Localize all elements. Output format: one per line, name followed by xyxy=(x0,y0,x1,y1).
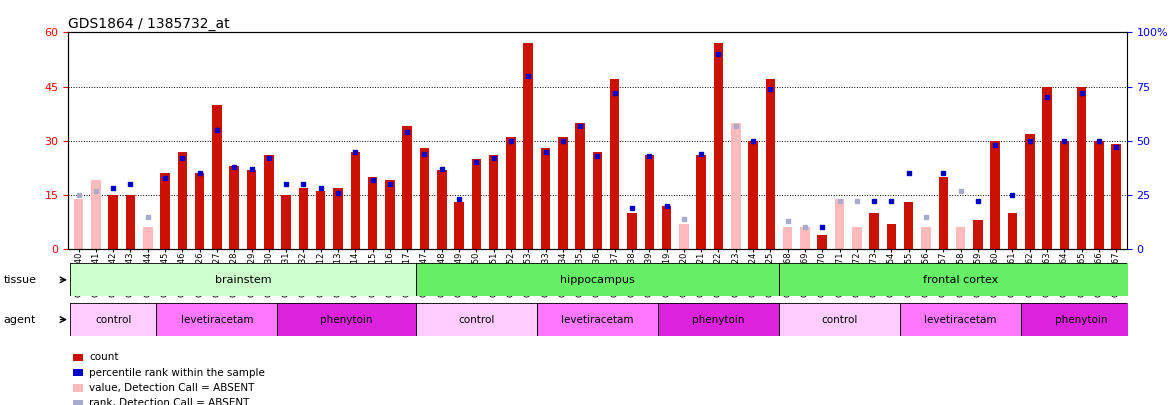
Bar xyxy=(973,220,983,249)
Bar xyxy=(696,155,706,249)
Bar xyxy=(921,228,930,249)
Bar xyxy=(1060,141,1069,249)
Text: levetiracetam: levetiracetam xyxy=(924,315,997,324)
Bar xyxy=(472,159,481,249)
Bar xyxy=(299,188,308,249)
Text: hippocampus: hippocampus xyxy=(560,275,635,285)
Bar xyxy=(333,188,342,249)
Text: frontal cortex: frontal cortex xyxy=(923,275,998,285)
Bar xyxy=(990,141,1000,249)
Bar xyxy=(420,148,429,249)
Text: count: count xyxy=(89,352,119,362)
Bar xyxy=(265,155,274,249)
Bar xyxy=(956,228,965,249)
Bar xyxy=(1008,213,1017,249)
Text: levetiracetam: levetiracetam xyxy=(181,315,253,324)
Text: percentile rank within the sample: percentile rank within the sample xyxy=(89,368,266,377)
Text: rank, Detection Call = ABSENT: rank, Detection Call = ABSENT xyxy=(89,399,249,405)
Bar xyxy=(368,177,377,249)
Bar xyxy=(74,198,83,249)
Bar xyxy=(108,195,118,249)
Bar xyxy=(126,195,135,249)
Text: brainstem: brainstem xyxy=(214,275,272,285)
Bar xyxy=(91,181,101,249)
Bar xyxy=(437,170,447,249)
Bar xyxy=(766,79,775,249)
Bar xyxy=(385,181,395,249)
Bar xyxy=(644,155,654,249)
Bar xyxy=(178,151,187,249)
Bar xyxy=(559,137,568,249)
Bar xyxy=(748,141,757,249)
Text: phenytoin: phenytoin xyxy=(1055,315,1108,324)
Bar xyxy=(662,206,671,249)
Bar xyxy=(1077,87,1087,249)
Bar xyxy=(1094,141,1104,249)
Bar xyxy=(402,126,412,249)
Text: value, Detection Call = ABSENT: value, Detection Call = ABSENT xyxy=(89,383,255,393)
Bar xyxy=(229,166,239,249)
Bar xyxy=(714,43,723,249)
Bar xyxy=(887,224,896,249)
Bar xyxy=(281,195,290,249)
Bar xyxy=(593,151,602,249)
Bar xyxy=(938,177,948,249)
Bar xyxy=(523,43,533,249)
Bar xyxy=(454,202,463,249)
Text: agent: agent xyxy=(4,315,36,324)
Bar xyxy=(627,213,636,249)
Text: control: control xyxy=(95,315,132,324)
Bar xyxy=(1111,144,1121,249)
Bar xyxy=(835,198,844,249)
Bar xyxy=(195,173,205,249)
Text: tissue: tissue xyxy=(4,275,36,285)
Bar xyxy=(541,148,550,249)
Bar xyxy=(783,228,793,249)
Bar xyxy=(1025,134,1035,249)
Text: GDS1864 / 1385732_at: GDS1864 / 1385732_at xyxy=(68,17,229,31)
Bar xyxy=(610,79,620,249)
Bar xyxy=(853,228,862,249)
Bar xyxy=(212,104,222,249)
Text: control: control xyxy=(459,315,495,324)
Text: phenytoin: phenytoin xyxy=(320,315,373,324)
Bar xyxy=(869,213,878,249)
Bar xyxy=(160,173,169,249)
Text: control: control xyxy=(821,315,857,324)
Bar xyxy=(350,151,360,249)
Bar xyxy=(800,228,810,249)
Bar xyxy=(679,224,689,249)
Text: phenytoin: phenytoin xyxy=(693,315,744,324)
Bar xyxy=(904,202,914,249)
Bar xyxy=(506,137,516,249)
Bar xyxy=(1042,87,1051,249)
Bar xyxy=(489,155,499,249)
Bar xyxy=(247,170,256,249)
Bar xyxy=(731,123,741,249)
Bar xyxy=(817,234,827,249)
Bar xyxy=(143,228,153,249)
Bar xyxy=(575,123,584,249)
Bar xyxy=(316,191,326,249)
Text: levetiracetam: levetiracetam xyxy=(561,315,634,324)
